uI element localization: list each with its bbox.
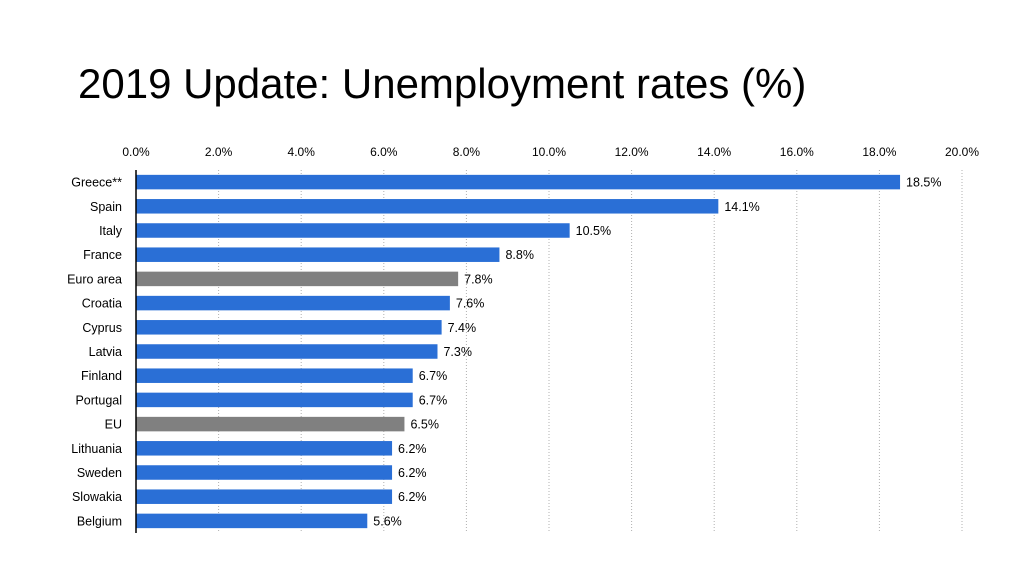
x-tick-label: 2.0%: [205, 145, 233, 159]
data-label: 18.5%: [906, 176, 941, 190]
data-label: 10.5%: [576, 224, 611, 238]
category-label: Cyprus: [82, 321, 122, 335]
bar-cyprus: [136, 320, 442, 335]
data-label: 5.6%: [373, 514, 402, 528]
bar-euro-area: [136, 271, 459, 287]
data-label: 6.2%: [398, 466, 427, 480]
data-label: 7.3%: [443, 345, 472, 359]
category-label: EU: [105, 418, 122, 432]
x-tick-label: 0.0%: [122, 145, 150, 159]
x-tick-label: 10.0%: [532, 145, 566, 159]
x-tick-label: 12.0%: [615, 145, 649, 159]
category-label: Finland: [81, 369, 122, 383]
bar-france: [136, 247, 500, 262]
x-tick-label: 8.0%: [453, 145, 481, 159]
x-tick-label: 16.0%: [780, 145, 814, 159]
bar-spain: [136, 199, 719, 214]
bar-eu: [136, 416, 405, 432]
category-label: Portugal: [75, 393, 122, 407]
category-label: Croatia: [82, 297, 122, 311]
bar-portugal: [136, 392, 413, 408]
data-label: 8.8%: [505, 248, 534, 262]
bars: [136, 174, 901, 529]
data-label: 6.5%: [410, 418, 439, 432]
bar-sweden: [136, 465, 393, 480]
category-label: France: [83, 248, 122, 262]
x-tick-label: 6.0%: [370, 145, 398, 159]
bar-belgium: [136, 513, 368, 529]
category-label: Spain: [90, 200, 122, 214]
data-label: 7.6%: [456, 297, 485, 311]
data-label: 6.7%: [419, 369, 448, 383]
category-label: Belgium: [77, 514, 122, 528]
category-label: Latvia: [89, 345, 122, 359]
category-label: Sweden: [77, 466, 122, 480]
x-tick-label: 20.0%: [945, 145, 979, 159]
category-label: Greece**: [71, 176, 122, 190]
category-label: Euro area: [67, 272, 122, 286]
bar-finland: [136, 368, 413, 383]
bar-latvia: [136, 344, 438, 359]
slide-title: 2019 Update: Unemployment rates (%): [78, 60, 807, 107]
data-label: 7.4%: [448, 321, 477, 335]
bar-italy: [136, 223, 570, 238]
data-label: 14.1%: [724, 200, 759, 214]
bar-croatia: [136, 295, 450, 311]
data-label: 6.7%: [419, 393, 448, 407]
data-labels: 18.5% 14.1% 10.5% 8.8% 7.8% 7.6% 7.4% 7.3% 6.7% 6…: [373, 176, 941, 529]
category-label: Italy: [99, 224, 123, 238]
data-label: 6.2%: [398, 442, 427, 456]
category-label: Slowakia: [72, 490, 122, 504]
x-tick-label: 18.0%: [862, 145, 896, 159]
bar-greece: [136, 174, 901, 190]
x-tick-label: 4.0%: [288, 145, 316, 159]
bar-slowakia: [136, 489, 393, 504]
data-label: 7.8%: [464, 272, 493, 286]
data-label: 6.2%: [398, 490, 427, 504]
bar-lithuania: [136, 441, 393, 456]
x-axis-tick-labels: 0.0% 2.0% 4.0% 6.0% 8.0% 10.0% 12.0% 14.0% 16.0%…: [122, 145, 979, 159]
category-label: Lithuania: [71, 442, 122, 456]
x-tick-label: 14.0%: [697, 145, 731, 159]
category-labels: Greece** Spain Italy France Euro area Croatia…: [67, 176, 123, 529]
